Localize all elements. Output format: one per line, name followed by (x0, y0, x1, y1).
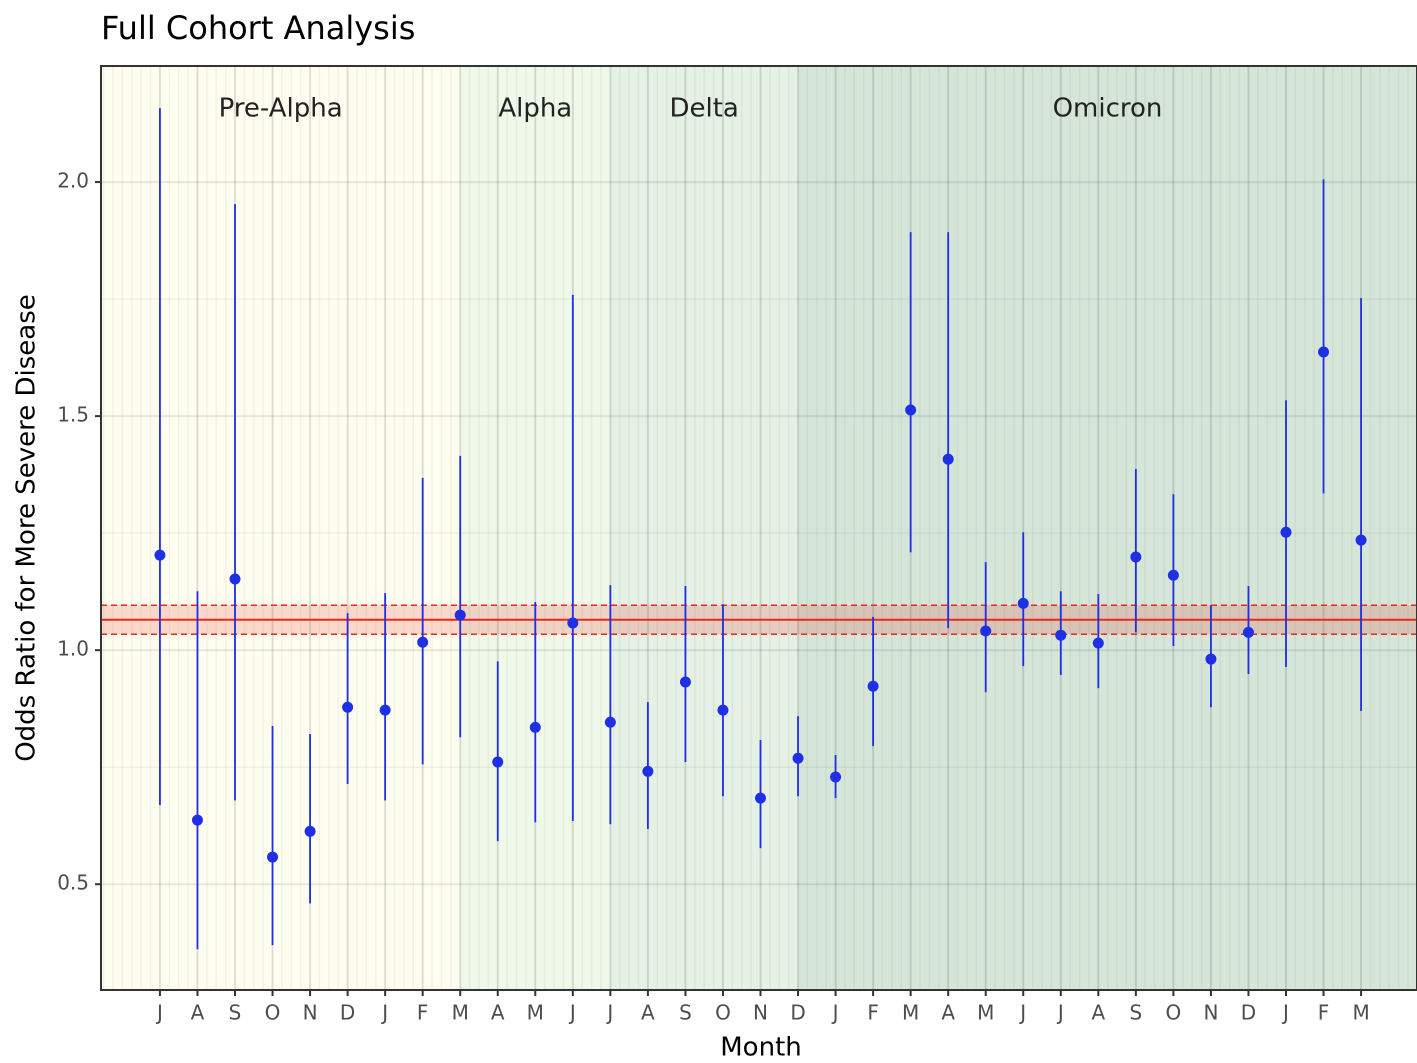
point (1318, 346, 1330, 358)
x-tick-label: N (753, 1001, 768, 1025)
y-tick-label: 1.5 (57, 403, 89, 427)
x-tick-label: N (1203, 1001, 1218, 1025)
plot-border (100, 65, 1417, 991)
point (642, 765, 654, 777)
x-axis-label: Month (720, 1033, 802, 1063)
x-tick-label: J (1018, 1001, 1026, 1025)
point (567, 617, 579, 629)
x-tick-label: F (1318, 1001, 1330, 1025)
point (1017, 597, 1029, 609)
point (679, 676, 691, 688)
x-tick-label: O (265, 1001, 281, 1025)
x-tick-label: M (452, 1001, 469, 1025)
y-tick-label: 1.0 (57, 637, 89, 661)
x-tick-label: D (790, 1001, 805, 1025)
point (755, 792, 767, 804)
x-tick-label: A (191, 1001, 205, 1025)
point (267, 851, 279, 863)
x-tick-label: J (568, 1001, 576, 1025)
x-tick-label: J (1056, 1001, 1064, 1025)
point (492, 756, 504, 768)
x-tick-label: O (1166, 1001, 1182, 1025)
x-tick-label: O (715, 1001, 731, 1025)
x-tick-label: J (155, 1001, 163, 1025)
era-label: Pre-Alpha (219, 94, 343, 124)
point (529, 721, 541, 733)
era-band (610, 66, 799, 990)
point (792, 752, 804, 764)
x-tick-label: M (1352, 1001, 1369, 1025)
point (717, 704, 729, 716)
point (417, 636, 429, 648)
point (229, 573, 241, 585)
x-tick-label: M (527, 1001, 544, 1025)
era-band (460, 66, 611, 990)
point (905, 404, 917, 416)
point (1280, 526, 1292, 538)
point (1355, 534, 1367, 546)
point (867, 680, 879, 692)
y-axis-label: Odds Ratio for More Severe Disease (12, 294, 42, 762)
x-tick-label: J (831, 1001, 839, 1025)
x-tick-label: D (340, 1001, 355, 1025)
era-band (101, 66, 461, 990)
x-tick-label: D (1241, 1001, 1256, 1025)
point (1130, 551, 1142, 563)
chart-title: Full Cohort Analysis (101, 9, 415, 47)
x-tick-label: M (902, 1001, 919, 1025)
era-label: Delta (670, 94, 739, 124)
y-tick-label: 2.0 (57, 169, 89, 193)
x-tick-label: J (380, 1001, 388, 1025)
x-tick-label: S (679, 1001, 692, 1025)
x-tick-label: A (641, 1001, 655, 1025)
point (1242, 626, 1254, 638)
x-tick-label: J (1281, 1001, 1289, 1025)
x-tick-label: F (417, 1001, 429, 1025)
point (830, 771, 842, 783)
point (304, 825, 316, 837)
era-label: Alpha (498, 94, 572, 124)
era-band (798, 66, 1417, 990)
x-tick-label: F (867, 1001, 879, 1025)
x-tick-label: A (1091, 1001, 1105, 1025)
era-label: Omicron (1053, 94, 1163, 124)
point (1055, 629, 1067, 641)
point (454, 609, 466, 621)
x-tick-label: S (229, 1001, 242, 1025)
x-tick-label: S (1130, 1001, 1143, 1025)
point (154, 549, 166, 561)
point (604, 716, 616, 728)
point (379, 704, 391, 716)
point (1167, 569, 1179, 581)
point (980, 625, 992, 637)
x-tick-label: M (977, 1001, 994, 1025)
y-tick-label: 0.5 (57, 871, 89, 895)
point (191, 814, 203, 826)
x-tick-label: A (941, 1001, 955, 1025)
point (942, 453, 954, 465)
point (1205, 653, 1217, 665)
point (1092, 637, 1104, 649)
x-tick-label: J (605, 1001, 613, 1025)
x-tick-label: N (303, 1001, 318, 1025)
x-tick-label: A (491, 1001, 505, 1025)
point (342, 701, 354, 713)
